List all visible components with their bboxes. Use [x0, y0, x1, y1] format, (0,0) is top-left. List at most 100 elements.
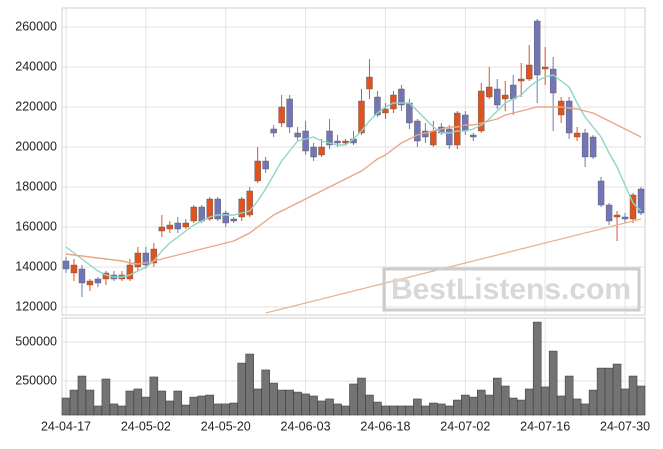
volume-bar — [165, 400, 175, 416]
x-tick-label: 24-07-30 — [600, 419, 650, 433]
candle-body — [214, 198, 221, 220]
candle-body — [549, 68, 557, 94]
volume-bar — [445, 405, 454, 416]
candle-body — [238, 198, 245, 218]
volume-bar — [109, 403, 119, 416]
volume-bar — [293, 391, 302, 416]
x-tick-label: 24-05-20 — [201, 419, 251, 433]
x-tick-label: 24-07-16 — [520, 419, 570, 433]
volume-bar — [205, 394, 214, 416]
volume-bar — [437, 403, 446, 416]
y-tick-label: 160000 — [15, 219, 57, 233]
candle-body — [573, 132, 581, 138]
candle-body — [629, 194, 637, 220]
candle-body — [541, 66, 549, 70]
volume-bar — [333, 403, 342, 416]
volume-bar — [221, 403, 230, 416]
candle-body — [286, 98, 293, 128]
candle-body — [565, 100, 573, 134]
volume-bar — [389, 405, 398, 416]
volume-bar — [61, 397, 71, 416]
volume-bar — [357, 377, 366, 416]
candle-body — [86, 280, 94, 286]
volume-bar — [125, 390, 135, 416]
candle-body — [446, 128, 453, 146]
x-tick-label: 24-06-18 — [360, 419, 410, 433]
marks — [61, 19, 646, 416]
volume-bar — [349, 383, 358, 416]
moving-average-line — [265, 218, 642, 314]
volume-bar — [261, 369, 270, 416]
volume-bar — [237, 362, 246, 416]
volume-bar — [157, 390, 167, 416]
x-tick-label: 24-06-03 — [281, 419, 331, 433]
y-tick-label: 180000 — [15, 179, 57, 193]
candle-body — [470, 134, 477, 138]
candle-body — [70, 264, 78, 274]
moving-average-line — [65, 106, 642, 265]
volume-bar — [636, 385, 646, 416]
candle-body — [358, 100, 365, 134]
candle-body — [597, 180, 605, 206]
volume-bar — [173, 390, 183, 416]
candle-body — [557, 100, 565, 116]
volume-bar — [85, 389, 95, 416]
volume-bar — [117, 405, 127, 416]
candle-body — [190, 206, 197, 222]
volume-bar — [189, 396, 199, 416]
candle-body — [525, 64, 533, 80]
moving-average-line — [65, 74, 642, 278]
volume-bar — [373, 401, 382, 416]
candle-body — [150, 248, 158, 264]
watermark-box — [382, 267, 641, 312]
price-panel — [61, 7, 646, 316]
volume-bar — [133, 388, 143, 416]
volume-bar — [141, 396, 151, 416]
candle-body — [318, 146, 325, 156]
candle-body — [262, 160, 269, 170]
x-tick-label: 24-07-02 — [440, 419, 490, 433]
volume-bar — [485, 394, 494, 416]
candle-body — [494, 88, 501, 106]
watermark: BestListens.com — [391, 273, 631, 306]
volume-bar — [524, 388, 534, 416]
candle-body — [502, 94, 509, 100]
candle-body — [398, 88, 405, 106]
volume-bar — [69, 389, 79, 416]
volume-bar — [301, 393, 310, 416]
volume-bar — [588, 389, 598, 416]
candle-body — [254, 160, 261, 182]
volume-bar — [277, 389, 286, 416]
candle-body — [294, 132, 301, 138]
volume-bar — [309, 395, 318, 416]
volume-bar — [149, 376, 159, 416]
volume-bar — [564, 375, 574, 416]
candle-body — [430, 130, 437, 146]
candle-body — [382, 108, 389, 114]
candle-body — [134, 252, 142, 268]
y-tick-label: 120000 — [15, 299, 57, 313]
volume-bar — [285, 389, 294, 416]
volume-bar — [381, 405, 390, 416]
candle-body — [621, 216, 629, 220]
candle-body — [166, 224, 174, 230]
volume-bar — [269, 382, 278, 416]
candle-body — [637, 188, 645, 214]
volume-bar — [429, 402, 438, 416]
y-tick-label: 250000 — [15, 373, 57, 387]
candle-body — [158, 226, 166, 232]
y-tick-label: 240000 — [15, 59, 57, 73]
volume-bar — [421, 405, 430, 416]
candle-body — [605, 204, 613, 222]
volume-bar — [365, 394, 374, 416]
y-tick-label: 220000 — [15, 99, 57, 113]
volume-bar — [229, 402, 238, 416]
volume-bar — [325, 398, 334, 416]
candle-body — [510, 84, 517, 100]
volume-bar — [181, 404, 191, 416]
candle-body — [390, 94, 397, 110]
volume-bar — [572, 398, 582, 416]
volume-bar — [596, 367, 606, 416]
volume-bar — [397, 405, 406, 416]
volume-bar — [604, 367, 614, 416]
